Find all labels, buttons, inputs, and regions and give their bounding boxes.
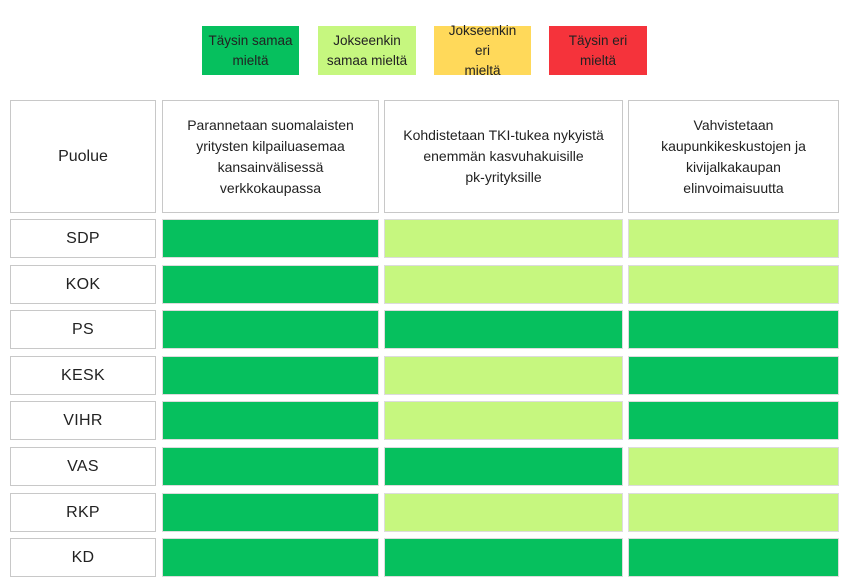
heatmap-cell [162, 310, 379, 349]
heatmap-cell [628, 219, 839, 258]
heatmap-cell [162, 401, 379, 440]
party-column-header: Puolue [10, 100, 156, 213]
heatmap-cell [162, 219, 379, 258]
heatmap-cell [162, 356, 379, 395]
heatmap-cell [384, 401, 623, 440]
heatmap-cell [384, 219, 623, 258]
heatmap-cell [384, 356, 623, 395]
column-header-label: Parannetaan suomalaisten yritysten kilpa… [187, 116, 354, 196]
column-header-label: Kohdistetaan TKI-tukea nykyistä enemmän … [403, 127, 604, 185]
legend-partly-agree: Jokseenkin samaa mieltä [318, 26, 416, 75]
heatmap-cell [628, 538, 839, 577]
party-label: PS [10, 310, 156, 349]
legend-label: Jokseenkin eri mieltä [448, 22, 517, 78]
party-label: KESK [10, 356, 156, 395]
heatmap-cell [384, 265, 623, 304]
party-label: KD [10, 538, 156, 577]
heatmap-cell [162, 493, 379, 532]
heatmap-cell [384, 310, 623, 349]
heatmap-cell [628, 447, 839, 486]
heatmap-cell [162, 447, 379, 486]
column-header-3: Vahvistetaan kaupunkikeskustojen ja kivi… [628, 100, 839, 213]
party-label: SDP [10, 219, 156, 258]
legend-full-agree: Täysin samaa mieltä [202, 26, 299, 75]
heatmap-cell [162, 538, 379, 577]
heatmap-cell [628, 356, 839, 395]
legend-full-disagree: Täysin eri mieltä [549, 26, 647, 75]
legend-label: Täysin eri mieltä [568, 32, 628, 68]
heatmap-cell [628, 310, 839, 349]
party-label: VAS [10, 447, 156, 486]
legend-partly-disagree: Jokseenkin eri mieltä [434, 23, 531, 78]
heatmap-cell [628, 265, 839, 304]
legend-label: Täysin samaa mieltä [208, 32, 293, 68]
party-header-label: Puolue [58, 148, 108, 165]
party-label: RKP [10, 493, 156, 532]
party-label: KOK [10, 265, 156, 304]
heatmap-cell [384, 538, 623, 577]
legend-label: Jokseenkin samaa mieltä [326, 32, 408, 68]
heatmap-cell [162, 265, 379, 304]
heatmap-cell [384, 493, 623, 532]
heatmap-cell [628, 401, 839, 440]
column-header-2: Kohdistetaan TKI-tukea nykyistä enemmän … [384, 100, 623, 213]
party-label: VIHR [10, 401, 156, 440]
heatmap-cell [384, 447, 623, 486]
column-header-label: Vahvistetaan kaupunkikeskustojen ja kivi… [661, 116, 806, 196]
column-header-1: Parannetaan suomalaisten yritysten kilpa… [162, 100, 379, 213]
heatmap-cell [628, 493, 839, 532]
